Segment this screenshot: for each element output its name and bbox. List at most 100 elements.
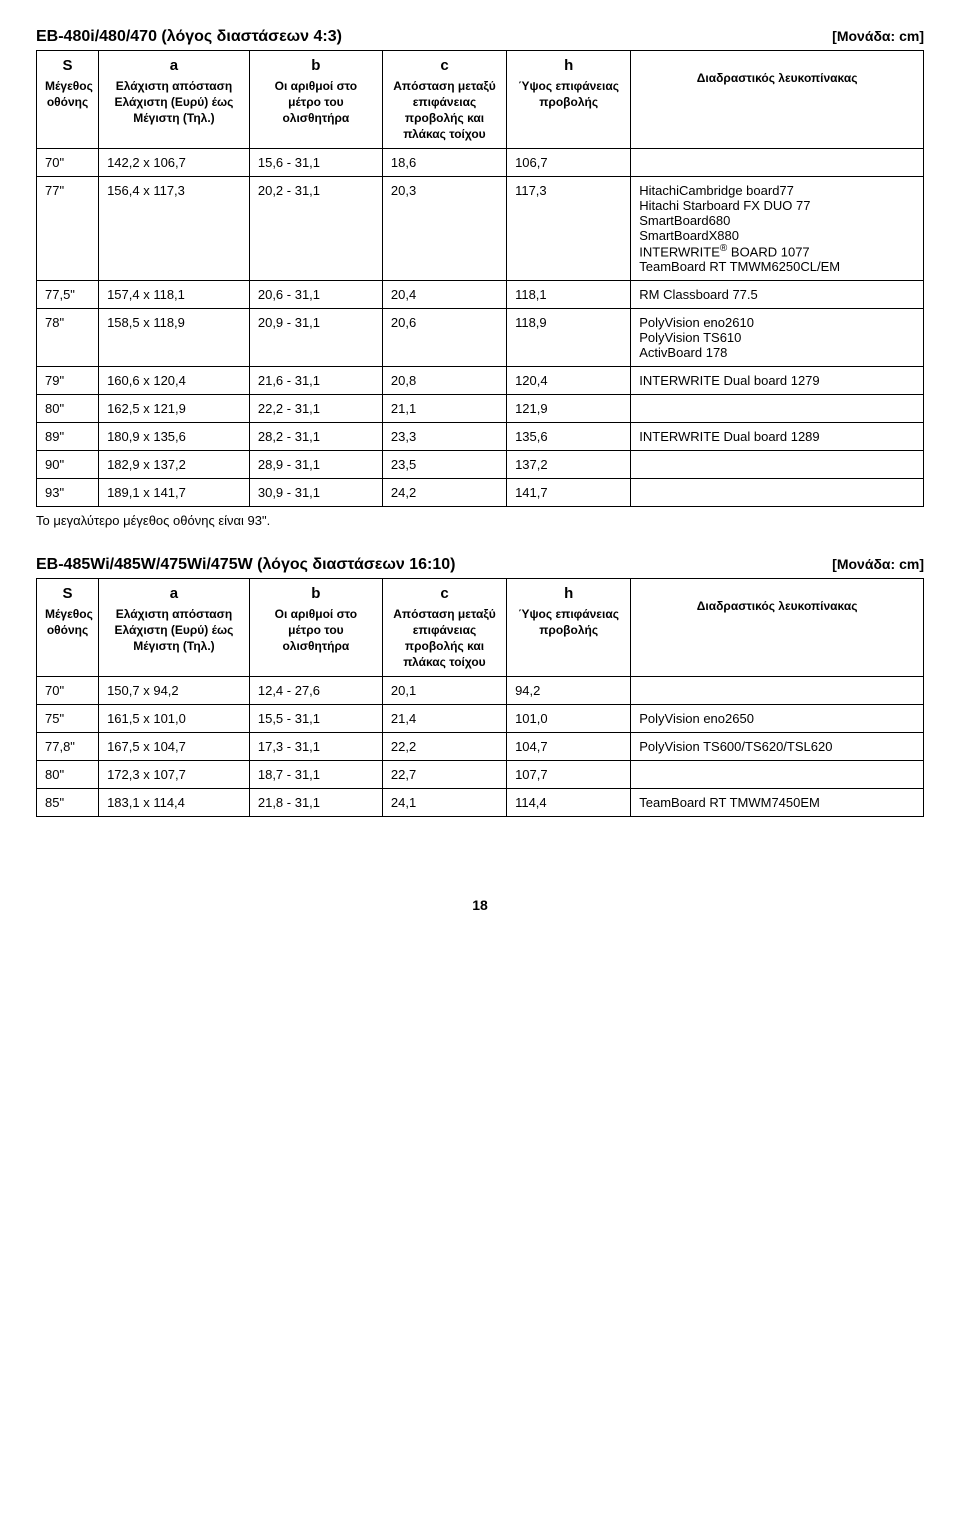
table1-col-c: c Απόσταση μεταξύ επιφάνειας προβολής κα… — [382, 51, 506, 149]
table-row: 85"183,1 x 114,421,8 - 31,124,1114,4Team… — [37, 789, 924, 817]
table1-cell-h: 106,7 — [507, 149, 631, 177]
table2-cell-h: 94,2 — [507, 677, 631, 705]
table1-cell-c: 20,8 — [382, 367, 506, 395]
table1-cell-a: 160,6 x 120,4 — [99, 367, 250, 395]
table1-cell-a: 162,5 x 121,9 — [99, 395, 250, 423]
table2-cell-h: 104,7 — [507, 733, 631, 761]
table2-cell-s: 70" — [37, 677, 99, 705]
table2-header-row: S Μέγεθος οθόνης a Ελάχιστη απόσταση Ελά… — [37, 579, 924, 677]
col-desc: Διαδραστικός λευκοπίνακας — [639, 599, 915, 614]
col-desc: Οι αριθμοί στο μέτρο του ολισθητήρα — [275, 79, 358, 125]
table1-cell-a: 180,9 x 135,6 — [99, 423, 250, 451]
col-desc: Μέγεθος οθόνης — [45, 607, 93, 637]
table1-cell-w: INTERWRITE Dual board 1289 — [631, 423, 924, 451]
table2-body: 70"150,7 x 94,212,4 - 27,620,194,275"161… — [37, 677, 924, 817]
table2-cell-a: 167,5 x 104,7 — [99, 733, 250, 761]
table2-cell-a: 172,3 x 107,7 — [99, 761, 250, 789]
table1-cell-b: 20,6 - 31,1 — [249, 281, 382, 309]
table2-cell-c: 21,4 — [382, 705, 506, 733]
table1-cell-s: 93" — [37, 479, 99, 507]
table-row: 80"162,5 x 121,922,2 - 31,121,1121,9 — [37, 395, 924, 423]
table1-cell-a: 182,9 x 137,2 — [99, 451, 250, 479]
table1-cell-a: 189,1 x 141,7 — [99, 479, 250, 507]
table-row: 80"172,3 x 107,718,7 - 31,122,7107,7 — [37, 761, 924, 789]
table2-cell-w: PolyVision eno2650 — [631, 705, 924, 733]
table2: S Μέγεθος οθόνης a Ελάχιστη απόσταση Ελά… — [36, 578, 924, 817]
table1-cell-c: 23,3 — [382, 423, 506, 451]
table1-cell-h: 118,9 — [507, 309, 631, 367]
table1-title-row: EB-480i/480/470 (λόγος διαστάσεων 4:3) [… — [36, 28, 924, 46]
table1-cell-c: 18,6 — [382, 149, 506, 177]
col-letter: c — [391, 57, 498, 74]
col-letter: b — [258, 57, 374, 74]
table1-cell-b: 21,6 - 31,1 — [249, 367, 382, 395]
table1-cell-b: 15,6 - 31,1 — [249, 149, 382, 177]
table1-cell-a: 158,5 x 118,9 — [99, 309, 250, 367]
table1-cell-c: 20,4 — [382, 281, 506, 309]
table1-col-s: S Μέγεθος οθόνης — [37, 51, 99, 149]
table1-cell-w — [631, 451, 924, 479]
col-desc: Διαδραστικός λευκοπίνακας — [639, 71, 915, 86]
table-row: 77,8"167,5 x 104,717,3 - 31,122,2104,7Po… — [37, 733, 924, 761]
table1-cell-w: HitachiCambridge board77Hitachi Starboar… — [631, 177, 924, 281]
table-row: 90"182,9 x 137,228,9 - 31,123,5137,2 — [37, 451, 924, 479]
col-desc: Ελάχιστη απόσταση Ελάχιστη (Ευρύ) έως Μέ… — [115, 79, 234, 125]
col-letter: a — [107, 57, 241, 74]
table1-cell-h: 118,1 — [507, 281, 631, 309]
table1-cell-s: 70" — [37, 149, 99, 177]
col-desc: Ύψος επιφάνειας προβολής — [518, 79, 619, 109]
table2-title-row: EB-485Wi/485W/475Wi/475W (λόγος διαστάσε… — [36, 556, 924, 574]
table1-cell-w — [631, 395, 924, 423]
table1-cell-w: INTERWRITE Dual board 1279 — [631, 367, 924, 395]
table2-cell-s: 77,8" — [37, 733, 99, 761]
col-letter: S — [45, 585, 90, 602]
table2-cell-c: 22,2 — [382, 733, 506, 761]
table1-cell-b: 20,9 - 31,1 — [249, 309, 382, 367]
table1-cell-s: 79" — [37, 367, 99, 395]
table2-cell-s: 80" — [37, 761, 99, 789]
table-row: 77,5"157,4 x 118,120,6 - 31,120,4118,1RM… — [37, 281, 924, 309]
table2-cell-w — [631, 761, 924, 789]
table1-cell-h: 135,6 — [507, 423, 631, 451]
table1-cell-h: 121,9 — [507, 395, 631, 423]
table1: S Μέγεθος οθόνης a Ελάχιστη απόσταση Ελά… — [36, 50, 924, 507]
table1-cell-w: PolyVision eno2610PolyVision TS610ActivB… — [631, 309, 924, 367]
table1-cell-b: 20,2 - 31,1 — [249, 177, 382, 281]
table2-cell-a: 161,5 x 101,0 — [99, 705, 250, 733]
table1-cell-w: RM Classboard 77.5 — [631, 281, 924, 309]
table2-cell-b: 17,3 - 31,1 — [249, 733, 382, 761]
table2-col-c: c Απόσταση μεταξύ επιφάνειας προβολής κα… — [382, 579, 506, 677]
table-row: 75"161,5 x 101,015,5 - 31,121,4101,0Poly… — [37, 705, 924, 733]
table1-col-h: h Ύψος επιφάνειας προβολής — [507, 51, 631, 149]
table2-unit: [Μονάδα: cm] — [832, 556, 924, 572]
table1-cell-w — [631, 479, 924, 507]
page-number: 18 — [36, 897, 924, 913]
table1-cell-c: 20,6 — [382, 309, 506, 367]
table1-col-b: b Οι αριθμοί στο μέτρο του ολισθητήρα — [249, 51, 382, 149]
table1-cell-b: 28,9 - 31,1 — [249, 451, 382, 479]
table2-col-s: S Μέγεθος οθόνης — [37, 579, 99, 677]
table1-cell-a: 157,4 x 118,1 — [99, 281, 250, 309]
table1-col-w: Διαδραστικός λευκοπίνακας — [631, 51, 924, 149]
table2-cell-b: 21,8 - 31,1 — [249, 789, 382, 817]
table1-col-a: a Ελάχιστη απόσταση Ελάχιστη (Ευρύ) έως … — [99, 51, 250, 149]
table1-note: Το μεγαλύτερο μέγεθος οθόνης είναι 93". — [36, 513, 924, 528]
table-row: 70"142,2 x 106,715,6 - 31,118,6106,7 — [37, 149, 924, 177]
table2-cell-b: 15,5 - 31,1 — [249, 705, 382, 733]
table2-cell-w — [631, 677, 924, 705]
col-desc: Μέγεθος οθόνης — [45, 79, 93, 109]
table1-cell-h: 117,3 — [507, 177, 631, 281]
table1-cell-s: 90" — [37, 451, 99, 479]
table1-cell-h: 137,2 — [507, 451, 631, 479]
table-row: 89"180,9 x 135,628,2 - 31,123,3135,6INTE… — [37, 423, 924, 451]
col-letter: b — [258, 585, 374, 602]
col-desc: Ύψος επιφάνειας προβολής — [518, 607, 619, 637]
table-row: 77"156,4 x 117,320,2 - 31,120,3117,3Hita… — [37, 177, 924, 281]
table2-cell-w: TeamBoard RT TMWM7450EM — [631, 789, 924, 817]
table2-cell-c: 24,1 — [382, 789, 506, 817]
table2-cell-w: PolyVision TS600/TS620/TSL620 — [631, 733, 924, 761]
table2-cell-a: 150,7 x 94,2 — [99, 677, 250, 705]
table-row: 78"158,5 x 118,920,9 - 31,120,6118,9Poly… — [37, 309, 924, 367]
table2-cell-h: 101,0 — [507, 705, 631, 733]
table2-col-h: h Ύψος επιφάνειας προβολής — [507, 579, 631, 677]
